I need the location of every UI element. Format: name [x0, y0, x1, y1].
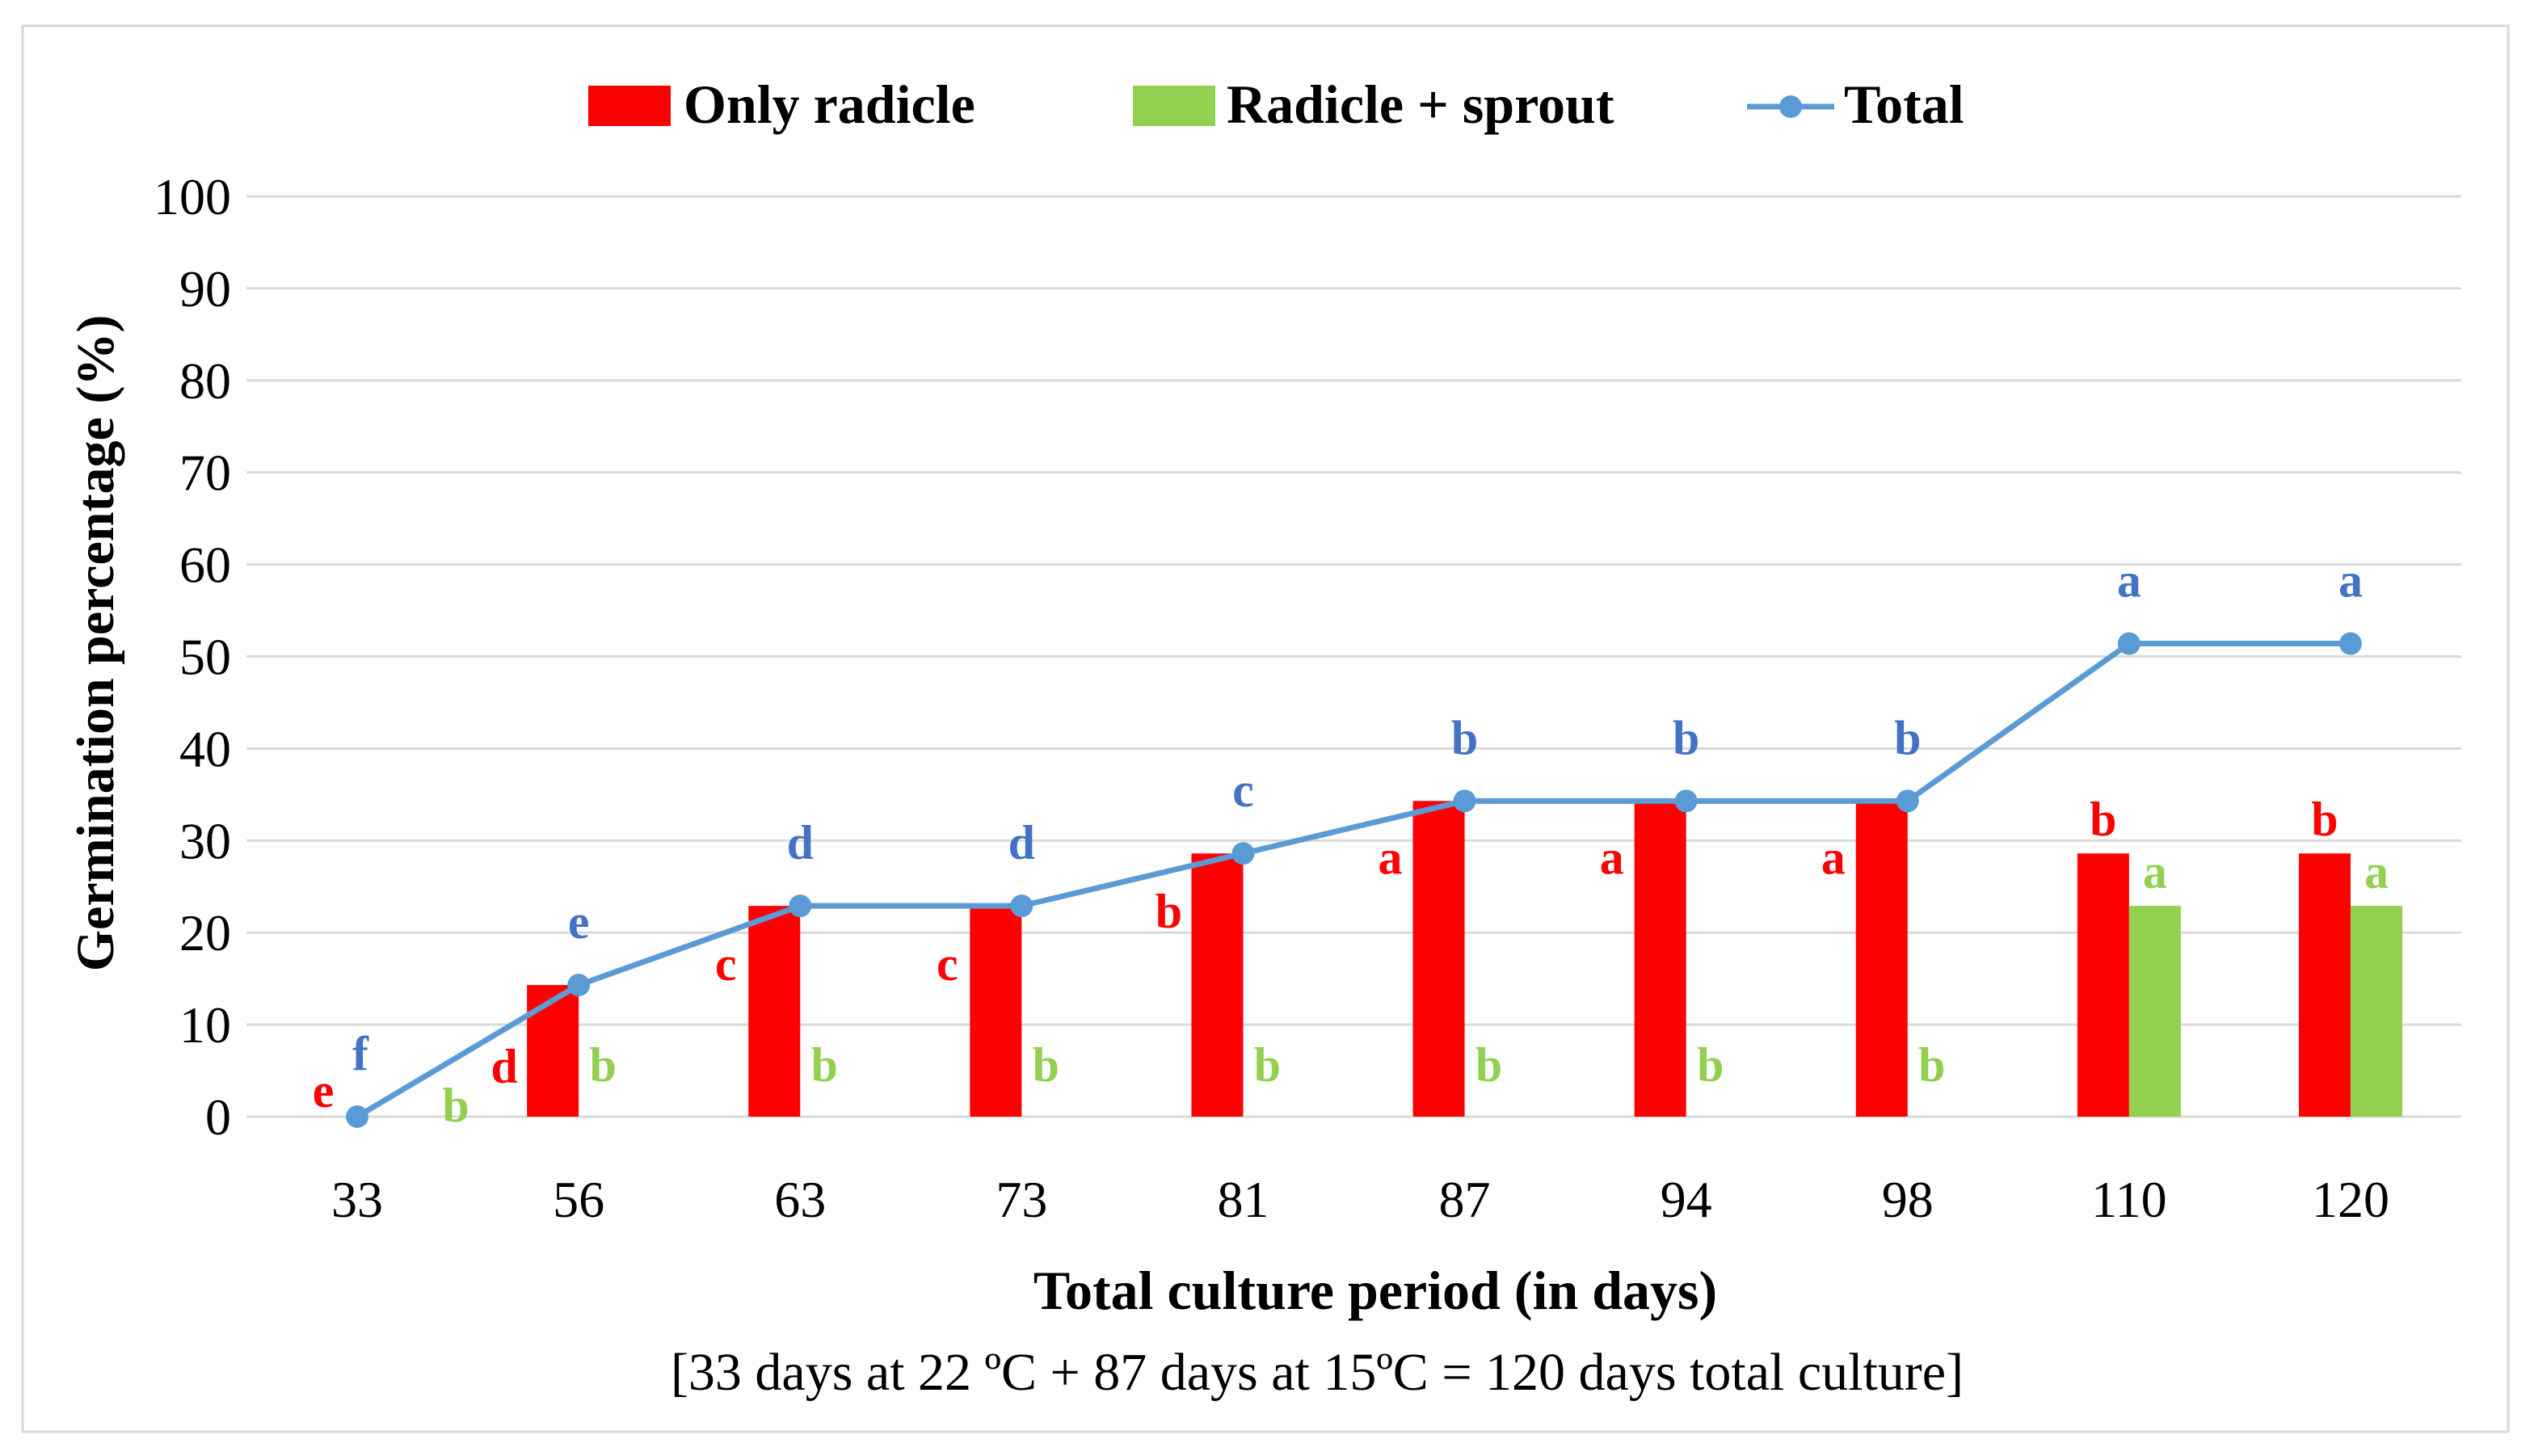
significance-letter: a: [2364, 845, 2389, 898]
significance-letter: e: [568, 895, 590, 949]
x-tick-label: 94: [1661, 1171, 1712, 1228]
bars: [527, 801, 2402, 1117]
total-point: [2338, 632, 2362, 655]
y-axis-ticks: 0 10 20 30 40 50 60 70 80 90 100: [154, 168, 231, 1146]
y-tick-label: 90: [179, 260, 231, 318]
legend: Only radicle Radicle + sprout Total: [588, 74, 1964, 135]
bar-only-radicle: [527, 985, 579, 1117]
significance-letter: b: [1475, 1038, 1502, 1092]
bar-radicle-sprout: [2128, 906, 2181, 1117]
significance-letter: b: [1673, 711, 1699, 764]
legend-swatch-only-radicle: [588, 86, 671, 126]
significance-letter: b: [1254, 1038, 1281, 1092]
significance-letter: b: [589, 1038, 616, 1092]
x-tick-label: 33: [331, 1171, 383, 1228]
bar-only-radicle: [2077, 853, 2129, 1117]
legend-label-only-radicle: Only radicle: [684, 74, 975, 135]
y-tick-label: 0: [205, 1088, 231, 1146]
y-tick-label: 50: [179, 629, 231, 686]
x-tick-label: 56: [553, 1171, 604, 1228]
significance-letter: b: [442, 1079, 469, 1132]
significance-letter: b: [1697, 1038, 1724, 1092]
total-point: [567, 974, 591, 997]
total-point: [789, 894, 812, 918]
significance-letter: a: [1600, 831, 1624, 884]
significance-letter: a: [2338, 554, 2363, 608]
y-tick-label: 80: [179, 352, 231, 410]
significance-letter: b: [1918, 1038, 1945, 1092]
bar-only-radicle: [1855, 801, 1908, 1117]
total-point: [1010, 894, 1033, 918]
bar-radicle-sprout: [2350, 906, 2402, 1117]
significance-letter: b: [1894, 711, 1921, 764]
significance-letter: c: [715, 937, 737, 991]
bar-only-radicle: [1634, 801, 1686, 1117]
significance-letter: b: [1451, 711, 1478, 764]
significance-letter: b: [1033, 1038, 1059, 1092]
bar-only-radicle: [970, 906, 1022, 1117]
x-axis-ticks: 33 56 63 73 81 87 94 98 110 120: [331, 1171, 2389, 1228]
significance-letter: d: [490, 1040, 517, 1093]
significance-letter: b: [811, 1038, 838, 1092]
x-tick-label: 98: [1882, 1171, 1934, 1228]
significance-letter: d: [1008, 816, 1035, 869]
y-tick-label: 60: [179, 537, 231, 594]
y-tick-label: 20: [179, 904, 231, 962]
significance-letter: a: [1821, 831, 1846, 884]
total-point: [1674, 789, 1698, 813]
legend-label-total: Total: [1844, 74, 1964, 135]
significance-letter: a: [2117, 554, 2141, 608]
bar-only-radicle: [1191, 853, 1244, 1117]
total-point: [1896, 789, 1919, 813]
y-axis-title: Germination percentage (%): [66, 315, 125, 972]
y-tick-label: 70: [179, 444, 231, 502]
legend-marker-total: [1779, 95, 1802, 118]
x-tick-label: 81: [1217, 1171, 1269, 1228]
total-line: [346, 632, 2362, 1128]
x-tick-label: 63: [774, 1171, 826, 1228]
x-tick-label: 73: [996, 1171, 1047, 1228]
bar-only-radicle: [748, 906, 801, 1117]
total-point: [346, 1105, 369, 1128]
x-tick-label: 120: [2312, 1171, 2389, 1228]
chart-subtitle: [33 days at 22 ºC + 87 days at 15ºC = 12…: [671, 1343, 1964, 1402]
y-tick-label: 30: [179, 812, 231, 869]
significance-letter: c: [1232, 764, 1254, 817]
series-line-total: [356, 641, 2351, 1120]
chart-frame: [21, 24, 2510, 1433]
total-point: [2117, 632, 2141, 655]
bar-only-radicle: [2298, 853, 2351, 1117]
legend-label-radicle-sprout: Radicle + sprout: [1227, 74, 1614, 135]
bar-only-radicle: [1412, 801, 1465, 1117]
y-tick-label: 100: [154, 168, 231, 225]
x-tick-label: 87: [1439, 1171, 1491, 1228]
total-point: [1231, 842, 1255, 865]
significance-letter: b: [1156, 885, 1182, 938]
x-axis-title: Total culture period (in days): [1033, 1260, 1717, 1321]
y-tick-label: 40: [179, 720, 231, 777]
significance-letter: c: [937, 937, 958, 991]
significance-letter: a: [2143, 845, 2167, 898]
significance-letter: d: [787, 816, 814, 869]
x-tick-label: 110: [2091, 1171, 2167, 1228]
y-tick-label: 10: [179, 996, 231, 1054]
significance-letter: e: [313, 1064, 335, 1117]
significance-letter: b: [2090, 793, 2116, 846]
legend-swatch-radicle-sprout: [1133, 86, 1215, 126]
significance-letter: b: [2311, 793, 2338, 846]
significance-letter: a: [1379, 831, 1403, 884]
significance-letter: f: [352, 1027, 369, 1080]
total-point: [1453, 789, 1476, 813]
